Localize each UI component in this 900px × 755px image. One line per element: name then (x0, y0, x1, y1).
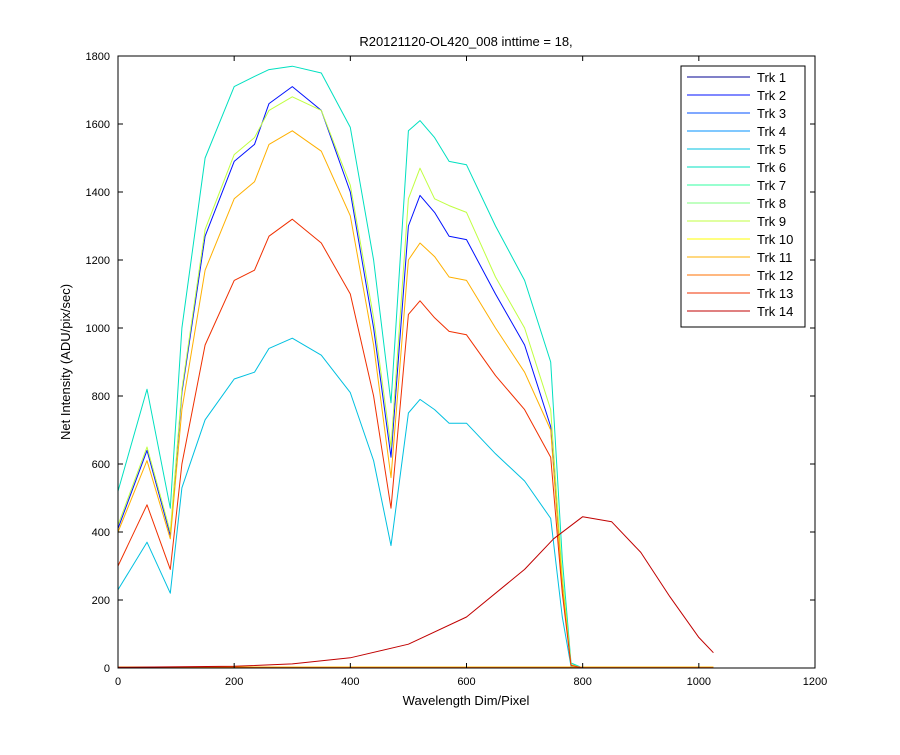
y-tick-label: 1000 (86, 323, 110, 335)
x-tick-label: 200 (225, 676, 243, 688)
series-line-trk-5 (117, 337, 714, 669)
legend-label: Trk 5 (757, 142, 786, 157)
legend-label: Trk 3 (757, 106, 786, 121)
legend-label: Trk 9 (757, 214, 786, 229)
x-tick-label: 1200 (803, 676, 827, 688)
legend-label: Trk 1 (757, 70, 786, 85)
y-tick-label: 1400 (86, 187, 110, 199)
legend-label: Trk 2 (757, 88, 786, 103)
series-line-trk-6 (117, 65, 714, 669)
x-tick-label: 400 (341, 676, 359, 688)
y-tick-label: 1600 (86, 119, 110, 131)
series-line-trk-13 (117, 218, 714, 669)
chart-title: R20121120-OL420_008 inttime = 18, (359, 34, 572, 49)
y-tick-label: 800 (92, 391, 110, 403)
series-line-trk-9 (117, 96, 714, 669)
legend: Trk 1 Trk 2 Trk 3 Trk 4 Trk 5 Trk 6 Trk 7 Trk 8… (680, 65, 806, 328)
y-tick-label: 0 (104, 663, 110, 675)
y-tick-label: 400 (92, 527, 110, 539)
tick-layer: 0 200 400 600 800 1000 1200 0 200 400 600 800 1000 12… (86, 51, 828, 688)
legend-label: Trk 7 (757, 178, 786, 193)
y-tick-label: 200 (92, 595, 110, 607)
legend-label: Trk 12 (757, 268, 793, 283)
legend-label: Trk 8 (757, 196, 786, 211)
x-tick-label: 600 (457, 676, 475, 688)
legend-label: Trk 4 (757, 124, 786, 139)
legend-label: Trk 13 (757, 286, 793, 301)
legend-box (680, 65, 806, 328)
y-tick-label: 1200 (86, 255, 110, 267)
legend-label: Trk 10 (757, 232, 793, 247)
series-line-trk-14 (117, 516, 714, 668)
legend-label: Trk 6 (757, 160, 786, 175)
x-tick-label: 800 (573, 676, 591, 688)
series-line-trk-2 (117, 86, 714, 669)
x-tick-label: 0 (115, 676, 121, 688)
x-axis-label: Wavelength Dim/Pixel (403, 693, 530, 708)
y-tick-label: 1800 (86, 51, 110, 63)
legend-label: Trk 11 (757, 250, 792, 265)
y-axis-label: Net Intensity (ADU/pix/sec) (58, 284, 73, 440)
y-tick-label: 600 (92, 459, 110, 471)
series-line-trk-11 (117, 130, 714, 669)
legend-label: Trk 14 (757, 304, 793, 319)
x-tick-label: 1000 (687, 676, 711, 688)
